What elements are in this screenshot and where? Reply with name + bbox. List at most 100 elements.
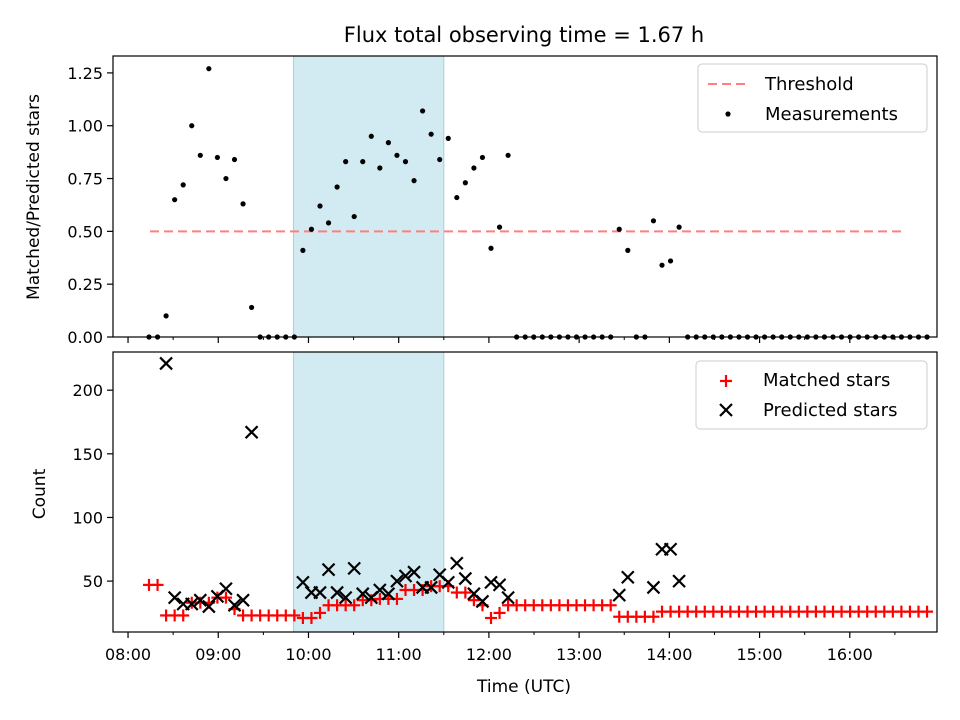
measurement-point [325, 220, 332, 226]
matched-star-marker [485, 612, 497, 624]
predicted-star-marker [424, 580, 438, 595]
measurement-point [360, 159, 366, 165]
matched-star-marker [467, 594, 480, 607]
predicted-star-stroke-b [663, 542, 678, 557]
measurement-point [625, 247, 631, 253]
matched-star-marker [348, 599, 361, 612]
predicted-star-stroke-b [467, 587, 481, 601]
predicted-star-stroke-b [193, 593, 208, 607]
bottom-y-axis: 50 100 150 200 [72, 381, 113, 591]
measurement-point [454, 194, 460, 201]
matched-star-marker [493, 606, 506, 619]
bottom-y-tick-label: 200 [72, 381, 103, 400]
predicted-star-marker [244, 425, 259, 439]
chart-title: Flux total observing time = 1.67 h [344, 23, 704, 47]
predicted-star-marker [390, 574, 404, 588]
predicted-star-marker [338, 590, 353, 605]
bottom-x-tick-label: 09:00 [195, 645, 241, 664]
predicted-star-marker [321, 562, 336, 577]
predicted-star-stroke-b [612, 588, 627, 602]
measurement-point [343, 159, 349, 165]
bottom-x-tick-label: 16:00 [827, 645, 873, 664]
predicted-star-marker [193, 593, 208, 607]
top-y-axis: 0.00 0.25 0.50 0.75 1.00 1.25 [67, 64, 113, 347]
measurement-point [616, 226, 622, 232]
measurement-point [334, 184, 340, 190]
matched-star-marker [151, 578, 164, 591]
predicted-star-stroke-b [398, 569, 413, 583]
measurement-point [300, 247, 306, 253]
predicted-star-marker [612, 588, 627, 602]
bottom-axes-frame [112, 351, 938, 633]
top-legend: Threshold Measurements [697, 63, 928, 133]
bottom-x-tick-label: 08:00 [105, 645, 151, 664]
matched-star-marker [305, 612, 318, 624]
matched-star-marker [921, 605, 934, 618]
top-y-tick-label: 0.50 [67, 222, 103, 241]
bottom-y-tick-label: 100 [72, 508, 103, 527]
predicted-star-marker [227, 598, 242, 613]
matched-star-marker [314, 606, 326, 619]
measurement-point [189, 123, 195, 129]
predicted-star-stroke-b [646, 580, 661, 595]
matched-star-marker [288, 609, 301, 622]
predicted-star-marker [646, 580, 661, 595]
predicted-star-marker [347, 561, 361, 576]
predicted-star-stroke-b [338, 590, 353, 605]
measurements-legend-label: Measurements [765, 104, 898, 125]
predicted-star-stroke-b [167, 590, 182, 605]
predicted-star-marker [484, 575, 498, 590]
matched-stars-points [143, 578, 934, 624]
matched-star-marker [604, 599, 617, 612]
measurement-point [676, 224, 682, 230]
predicted-star-marker [663, 542, 678, 557]
measurement-point [402, 159, 409, 165]
predicted-star-stroke-b [475, 594, 490, 609]
predicted-star-marker [475, 594, 490, 609]
predicted-star-stroke-b [492, 578, 507, 592]
measurement-point [240, 201, 246, 207]
matched-legend-swatch [720, 375, 732, 387]
predicted-star-stroke-b [381, 587, 396, 601]
predicted-star-stroke-b [432, 567, 447, 582]
predicted-star-stroke-b [373, 583, 387, 597]
matched-star-marker [219, 591, 232, 604]
measurement-point [488, 245, 494, 251]
top-axes-frame [112, 55, 938, 338]
matched-star-marker [647, 610, 660, 623]
bottom-x-tick-label: 14:00 [646, 645, 692, 664]
predicted-star-marker [621, 570, 635, 585]
predicted-star-stroke-b [219, 581, 233, 596]
bottom-x-tick-label: 12:00 [466, 645, 512, 664]
predicted-star-marker [355, 587, 370, 601]
predicted-star-marker [373, 583, 387, 597]
measurement-point [394, 152, 400, 158]
predicted-legend-swatch [719, 403, 733, 417]
top-y-label: Matched/Predicted stars [24, 94, 44, 300]
measurement-point [411, 178, 417, 184]
measurement-point [659, 262, 665, 268]
measurement-point [308, 226, 315, 232]
predicted-star-stroke-b [236, 593, 250, 607]
bottom-y-tick-label: 150 [72, 445, 103, 464]
measurement-point [650, 218, 657, 224]
predicted-star-stroke-b [296, 575, 310, 590]
predicted-star-stroke-b [424, 580, 438, 595]
predicted-star-stroke-b [313, 585, 327, 600]
measurements-legend-swatch [725, 111, 731, 117]
bottom-shaded-interval [292, 351, 445, 633]
predicted-star-marker [398, 569, 413, 583]
matched-legend-label: Matched stars [763, 370, 890, 391]
predicted-star-stroke-b [347, 561, 361, 576]
predicted-star-marker [450, 556, 464, 571]
bottom-x-tick-label: 10:00 [285, 645, 331, 664]
x-axis-label: Time (UTC) [476, 677, 571, 697]
measurement-point [163, 313, 169, 319]
predicted-star-stroke-b [407, 565, 421, 579]
threshold-legend-label: Threshold [764, 74, 854, 95]
predicted-star-marker [492, 578, 507, 592]
bottom-y-tick-label: 50 [83, 572, 103, 591]
top-y-tick-label: 0.00 [67, 328, 103, 347]
predicted-star-marker [458, 571, 473, 586]
